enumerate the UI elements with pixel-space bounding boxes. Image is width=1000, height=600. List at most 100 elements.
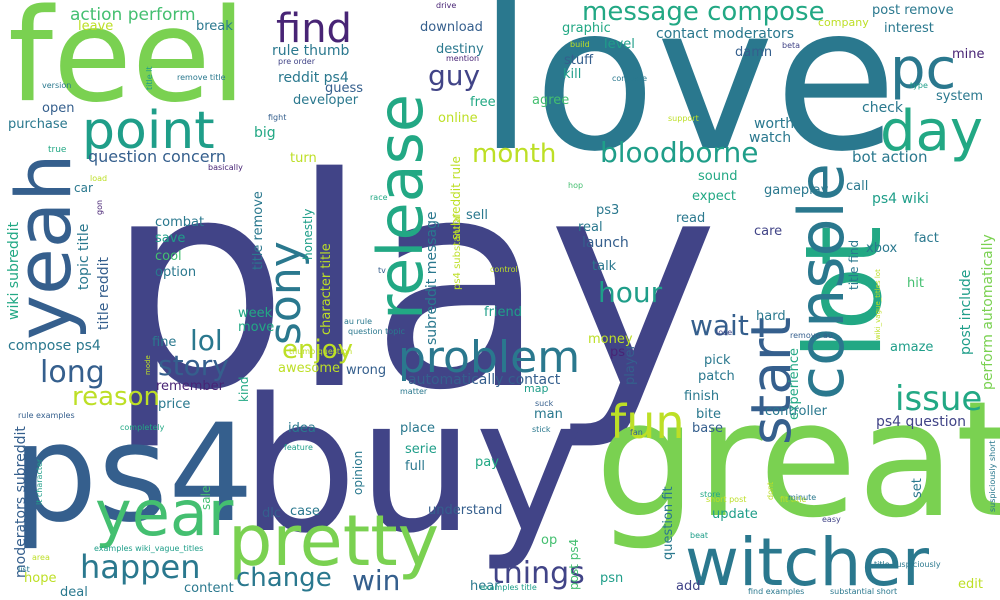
word: finish <box>684 389 719 404</box>
word: pretty <box>228 500 439 582</box>
word: title remove <box>251 191 266 270</box>
word: easy <box>822 515 841 524</box>
word: hop <box>568 181 583 190</box>
word: fan <box>630 428 643 437</box>
word: ps3 <box>596 203 619 218</box>
word: subreddit message <box>424 211 440 345</box>
word: hope <box>24 571 56 586</box>
word: ps4 wiki <box>872 191 929 207</box>
word: online <box>438 111 478 126</box>
word: fine <box>152 335 176 350</box>
word: psn <box>600 571 623 586</box>
word: kind <box>237 376 251 402</box>
word: patch <box>698 369 735 384</box>
word: friend <box>484 305 522 320</box>
word: console <box>785 163 858 400</box>
word: bot action <box>852 148 928 166</box>
word: xbox <box>866 241 897 256</box>
word: check <box>862 100 904 116</box>
word: hear <box>470 579 500 594</box>
word: short post <box>706 495 746 504</box>
word: story <box>158 349 229 382</box>
word: basically <box>208 163 243 172</box>
word: purchase <box>8 117 68 132</box>
word: action perform <box>70 5 196 25</box>
word: type <box>910 81 928 90</box>
word: move <box>238 320 274 335</box>
word: mine <box>952 47 985 62</box>
word: lot <box>783 225 905 360</box>
word: topic title <box>76 224 92 290</box>
word: mention <box>446 54 479 63</box>
word: fight <box>268 113 286 122</box>
word: au rule <box>344 317 372 326</box>
word: full <box>405 459 425 474</box>
word: read <box>676 211 705 226</box>
word: edit <box>958 577 983 592</box>
word: love <box>478 0 897 196</box>
word: problem <box>398 332 580 383</box>
word: bloodborne <box>600 136 758 169</box>
word: guess <box>325 81 363 96</box>
word: controller <box>765 404 828 419</box>
word: man <box>534 407 563 422</box>
word: base <box>692 421 723 436</box>
word: happen <box>80 548 200 586</box>
word: save <box>155 231 185 246</box>
word: pay <box>475 455 499 470</box>
word: fact <box>914 231 939 246</box>
word: developer <box>293 93 359 108</box>
word: minute <box>788 493 816 502</box>
word: store <box>700 490 720 499</box>
word: content <box>184 581 234 596</box>
word: dlc <box>262 506 281 521</box>
word: stuff <box>564 53 594 68</box>
word: examples title <box>480 583 537 592</box>
word: graphic <box>562 21 611 36</box>
word: build <box>570 40 590 49</box>
word: reddit ps4 <box>278 70 349 86</box>
word: cool <box>155 249 182 264</box>
word: win <box>352 564 400 597</box>
word: moderators subreddit <box>13 426 29 578</box>
word: contact moderators <box>656 26 794 42</box>
word: wiki_vague_titles lot <box>874 269 882 340</box>
word: feel <box>8 0 246 131</box>
word: sound <box>698 169 737 184</box>
word: awesome <box>278 361 340 376</box>
word: version <box>42 81 71 90</box>
word: option <box>155 265 196 280</box>
word: understand <box>428 503 502 518</box>
word: compose ps4 <box>8 338 101 354</box>
word: lt character <box>35 458 44 505</box>
word: post ps4 <box>567 539 581 590</box>
word: experience <box>787 348 802 420</box>
word: agree <box>532 93 569 108</box>
word: leave <box>78 19 113 34</box>
word: true <box>48 145 67 155</box>
word: expect <box>692 189 736 204</box>
word: change <box>236 563 332 593</box>
word: turn <box>290 151 317 166</box>
word: big <box>254 125 276 141</box>
word: list <box>18 565 30 574</box>
word: guy <box>428 59 480 92</box>
word: stick <box>532 425 551 434</box>
word: week <box>238 306 273 321</box>
word: add <box>676 579 700 594</box>
word: release <box>364 94 437 320</box>
word: pc <box>890 37 956 102</box>
word: question topic <box>348 327 405 336</box>
word: start <box>739 317 803 445</box>
word: pick <box>704 353 731 368</box>
word: destiny <box>436 42 484 57</box>
word: ps4 <box>12 395 254 552</box>
word: set <box>910 478 925 498</box>
word: hard <box>756 309 786 324</box>
word: completely <box>120 423 165 432</box>
word: find <box>276 6 352 52</box>
word: question concern <box>88 147 226 166</box>
word: question fit <box>661 486 676 560</box>
